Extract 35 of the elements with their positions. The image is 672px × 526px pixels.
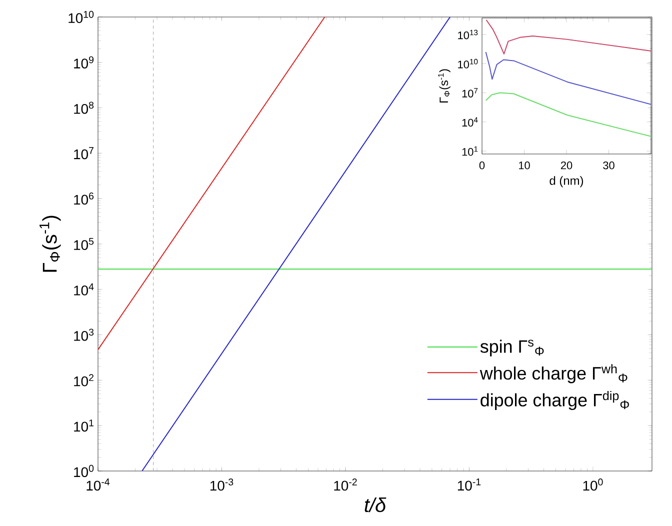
x-axis-title: d (nm) [550,176,584,188]
legend-label: whole charge Γ$^{wh}$Φ [480,364,628,384]
y-tick-label: 10$^{4}$ [74,283,94,296]
y-tick-label: 10$^{7}$ [462,88,478,98]
x-tick-label: 10$^{-3}$ [210,478,234,491]
y-tick-label: 10$^{2}$ [74,374,94,386]
y-axis-title: Γ$_{Φ}$(s$^{-1}$) [438,69,450,102]
y-tick-label: 10$^{8}$ [74,102,94,114]
y-tick-label: 10$^{9}$ [74,56,94,68]
y-tick-label: 10$^{13}$ [458,30,478,40]
x-tick-label: 10$^{-4}$ [86,478,110,491]
y-tick-label: 10$^{6}$ [74,192,94,205]
x-tick-label: 0 [479,162,485,170]
y-tick-label: 10$^{1}$ [74,420,94,432]
x-tick-label: 10 [518,162,530,170]
line-series [485,92,652,137]
x-tick-label: 10$^{-2}$ [334,478,357,491]
y-tick-label: 10$^{7}$ [74,147,94,160]
line-series [485,51,652,105]
y-tick-label: 10$^{10}$ [68,10,94,24]
legend-label: dipole charge Γ$^{dip}$Φ [480,390,629,410]
x-tick-label: 30 [603,162,614,170]
y-tick-label: 10$^{1}$ [462,146,478,156]
y-tick-label: 10$^{4}$ [462,117,478,127]
y-axis-title: Γ$_{Φ}$(s$^{-1}$) [40,216,61,272]
x-axis-title: t/δ [364,498,386,512]
y-tick-label: 10$^{5}$ [74,238,94,250]
y-tick-label: 10$^{3}$ [74,328,94,341]
x-tick-label: 10$^{-1}$ [458,478,481,491]
line-series [486,19,652,54]
y-tick-label: 10$^{10}$ [458,58,478,68]
x-tick-label: 10$^{0}$ [583,478,603,491]
x-tick-label: 20 [560,162,572,170]
y-tick-label: 10$^{0}$ [74,464,94,478]
legend-label: spin Γ$^{s}$Φ [480,340,544,356]
